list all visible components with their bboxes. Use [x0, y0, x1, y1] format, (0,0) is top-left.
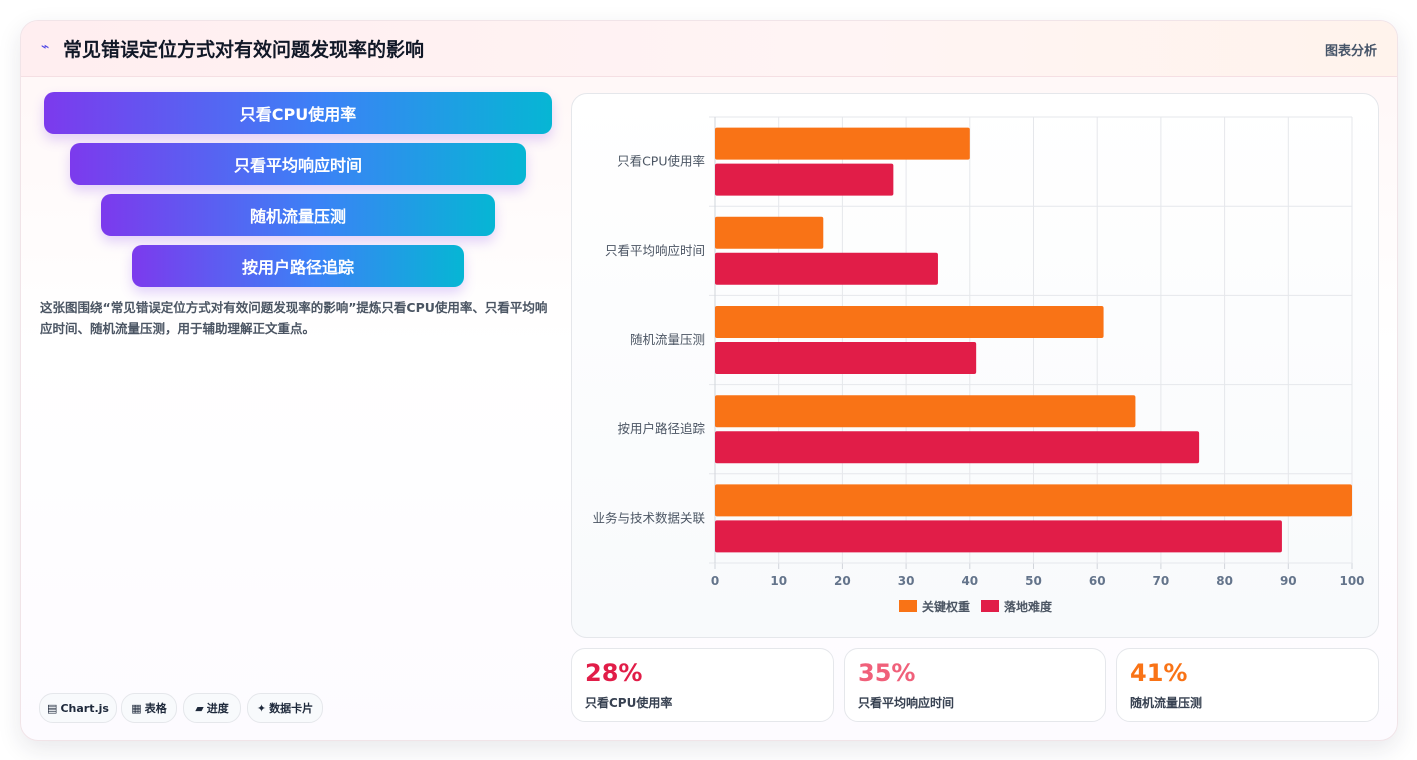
y-category-label: 随机流量压测 [630, 332, 705, 347]
stat-label: 只看平均响应时间 [858, 696, 955, 710]
funnel-step-3: 随机流量压测 [101, 194, 495, 236]
y-category-label: 业务与技术数据关联 [592, 510, 705, 525]
bar-key-weight [715, 216, 824, 249]
bar-difficulty [715, 163, 894, 196]
stat-card-3: 41% 随机流量压测 [1116, 648, 1379, 722]
x-tick-label: 100 [1339, 574, 1364, 588]
legend-label: 关键权重 [922, 599, 970, 614]
legend-swatch [981, 600, 999, 612]
x-tick-label: 50 [1025, 574, 1042, 588]
x-tick-label: 20 [834, 574, 851, 588]
sparkle-icon: ✦ [256, 701, 267, 715]
x-tick-label: 80 [1216, 574, 1233, 588]
description-text: 这张图围绕“常见错误定位方式对有效问题发现率的影响”提炼只看CPU使用率、只看平… [40, 300, 548, 336]
table-icon: ▦ [131, 701, 142, 715]
chart-analysis-label: 图表分析 [1324, 44, 1377, 59]
x-tick-label: 0 [711, 574, 719, 588]
x-tick-label: 40 [961, 574, 978, 588]
header: ⌁ 常见错误定位方式对有效问题发现率的影响 图表分析 [21, 21, 1397, 77]
tag-label: 进度 [206, 702, 229, 715]
tag-progress[interactable]: ▰ 进度 [183, 693, 241, 723]
bar-difficulty [715, 520, 1282, 553]
funnel-step-2: 只看平均响应时间 [70, 143, 526, 185]
bar-difficulty [715, 252, 938, 285]
stat-value: 41% [1130, 659, 1188, 687]
main-card: ⌁ 常见错误定位方式对有效问题发现率的影响 图表分析 只看CPU使用率 只看平均… [20, 20, 1398, 741]
stat-card-2: 35% 只看平均响应时间 [844, 648, 1106, 722]
legend-label: 落地难度 [1004, 599, 1053, 614]
x-tick-label: 10 [770, 574, 787, 588]
bar-difficulty [715, 342, 977, 374]
chart-icon: ▤ [47, 701, 58, 715]
bolt-icon: ⌁ [41, 39, 50, 55]
x-tick-label: 70 [1153, 574, 1170, 588]
stat-card-1: 28% 只看CPU使用率 [571, 648, 834, 722]
page-title: 常见错误定位方式对有效问题发现率的影响 [63, 39, 425, 61]
stat-label: 只看CPU使用率 [585, 696, 673, 710]
progress-icon: ▰ [195, 701, 204, 715]
bar-key-weight [715, 484, 1352, 517]
funnel-step-4: 按用户路径追踪 [132, 245, 464, 287]
x-tick-label: 90 [1280, 574, 1297, 588]
stat-label: 随机流量压测 [1130, 696, 1203, 710]
funnel-step-1: 只看CPU使用率 [44, 92, 552, 134]
bar-difficulty [715, 431, 1200, 464]
tag-data-card[interactable]: ✦ 数据卡片 [247, 693, 323, 723]
bar-key-weight [715, 306, 1104, 338]
tag-label: 数据卡片 [269, 702, 314, 715]
y-category-label: 按用户路径追踪 [617, 421, 705, 436]
y-category-label: 只看平均响应时间 [605, 243, 705, 258]
x-tick-label: 60 [1089, 574, 1106, 588]
stat-value: 28% [585, 659, 643, 687]
chart-panel: 0 10 20 30 40 50 60 70 80 90 100 只看CPU使用率只看平均响应时间随机… [571, 93, 1379, 638]
tag-label: 表格 [144, 702, 167, 715]
bar-key-weight [715, 395, 1136, 428]
tag-label: Chart.js [60, 701, 109, 715]
x-tick-label: 30 [898, 574, 915, 588]
stat-value: 35% [858, 659, 916, 687]
bar-key-weight [715, 127, 970, 160]
tag-table[interactable]: ▦ 表格 [121, 693, 177, 723]
bar-chart: 0 10 20 30 40 50 60 70 80 90 100 只看CPU使用率只看平均响应时间随机… [592, 116, 1365, 614]
y-category-label: 只看CPU使用率 [617, 154, 705, 169]
tag-chartjs[interactable]: ▤ Chart.js [39, 693, 117, 723]
legend-swatch [899, 600, 917, 612]
